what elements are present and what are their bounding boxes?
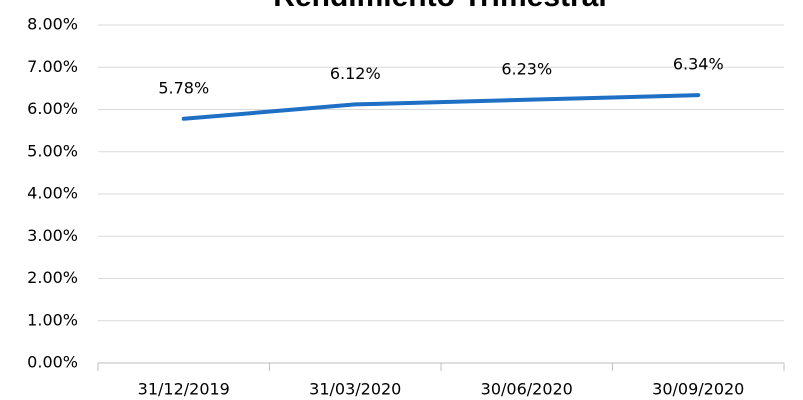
data-label: 5.78%	[158, 78, 209, 97]
y-tick-label: 1.00%	[27, 310, 78, 329]
x-tick-label: 30/09/2020	[652, 380, 744, 399]
data-label: 6.23%	[501, 59, 552, 78]
y-tick-label: 8.00%	[27, 15, 78, 34]
x-tick-label: 31/03/2020	[309, 380, 401, 399]
x-tick-label: 31/12/2019	[138, 380, 230, 399]
y-tick-label: 4.00%	[27, 184, 78, 203]
y-tick-label: 3.00%	[27, 226, 78, 245]
y-tick-label: 7.00%	[27, 57, 78, 76]
x-tick-label: 30/06/2020	[481, 380, 573, 399]
y-tick-label: 6.00%	[27, 99, 78, 118]
data-label: 6.34%	[673, 55, 724, 74]
line	[181, 93, 701, 121]
y-tick-label: 5.00%	[27, 141, 78, 160]
chart-title: Rendimiento Trimestral	[273, 0, 606, 13]
y-tick-label: 0.00%	[27, 353, 78, 372]
y-tick-label: 2.00%	[27, 268, 78, 287]
data-label: 6.12%	[330, 64, 381, 83]
